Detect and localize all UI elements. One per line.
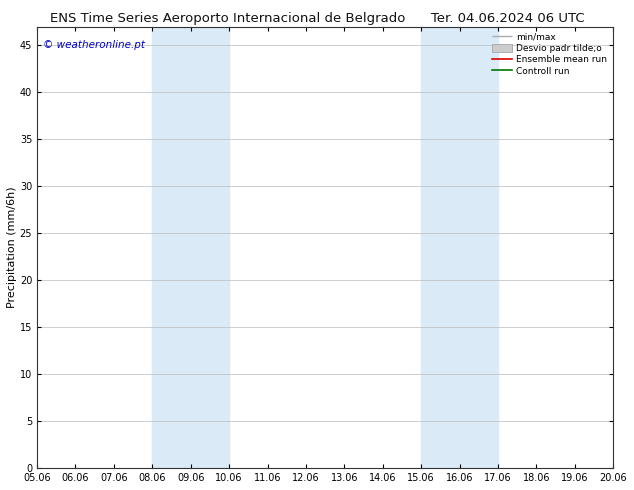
Legend: min/max, Desvio padr tilde;o, Ensemble mean run, Controll run: min/max, Desvio padr tilde;o, Ensemble m… — [491, 31, 609, 77]
Bar — [421, 26, 498, 468]
Text: ENS Time Series Aeroporto Internacional de Belgrado      Ter. 04.06.2024 06 UTC: ENS Time Series Aeroporto Internacional … — [49, 12, 585, 25]
Y-axis label: Precipitation (mm/6h): Precipitation (mm/6h) — [7, 187, 17, 308]
Bar — [152, 26, 229, 468]
Text: © weatheronline.pt: © weatheronline.pt — [43, 40, 145, 50]
